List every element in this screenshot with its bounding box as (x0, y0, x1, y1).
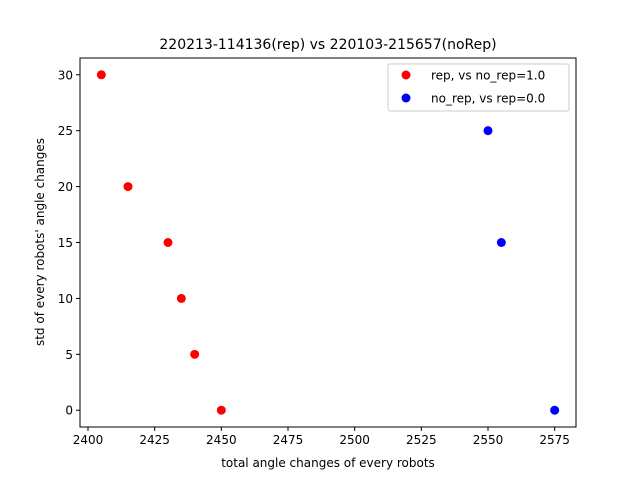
y-tick-label: 15 (58, 236, 73, 250)
x-tick-label: 2475 (273, 433, 304, 447)
legend-label-no-rep: no_rep, vs rep=0.0 (431, 92, 545, 106)
rep-point (176, 293, 186, 303)
legend-marker-rep (401, 70, 411, 80)
x-tick-label: 2425 (139, 433, 170, 447)
legend-box (387, 63, 570, 112)
x-tick-label: 2400 (73, 433, 104, 447)
rep-point (190, 349, 200, 359)
x-tick-label: 2450 (206, 433, 237, 447)
y-axis-ticks: 0 5 10 15 20 25 30 (58, 68, 80, 418)
y-axis-label: std of every robots' angle changes (33, 138, 47, 346)
y-tick-label: 25 (58, 124, 73, 138)
rep-point (163, 238, 173, 247)
y-tick-label: 10 (58, 292, 73, 306)
x-tick-label: 2575 (539, 433, 570, 447)
rep-point (96, 70, 106, 80)
chart-title: 220213-114136(rep) vs 220103-215657(noRe… (159, 37, 496, 53)
rep-point (216, 405, 226, 415)
x-tick-label: 2550 (473, 433, 504, 447)
plot-area-frame (79, 57, 577, 428)
x-tick-label: 2500 (339, 433, 370, 447)
x-axis-ticks: 2400 2425 2450 2475 2500 2525 2550 2575 (73, 427, 570, 447)
data-points (96, 70, 560, 415)
y-tick-label: 20 (58, 180, 73, 194)
legend-marker-no-rep (401, 93, 411, 103)
y-tick-label: 5 (65, 348, 73, 362)
legend: rep, vs no_rep=1.0 no_rep, vs rep=0.0 (387, 63, 570, 112)
no-rep-point (496, 238, 506, 247)
legend-label-rep: rep, vs no_rep=1.0 (431, 69, 545, 83)
no-rep-point (483, 126, 493, 136)
no-rep-point (550, 405, 560, 415)
y-tick-label: 0 (65, 404, 73, 418)
x-axis-label: total angle changes of every robots (221, 456, 435, 470)
x-tick-label: 2525 (406, 433, 437, 447)
rep-point (123, 182, 133, 192)
y-tick-label: 30 (58, 68, 73, 82)
